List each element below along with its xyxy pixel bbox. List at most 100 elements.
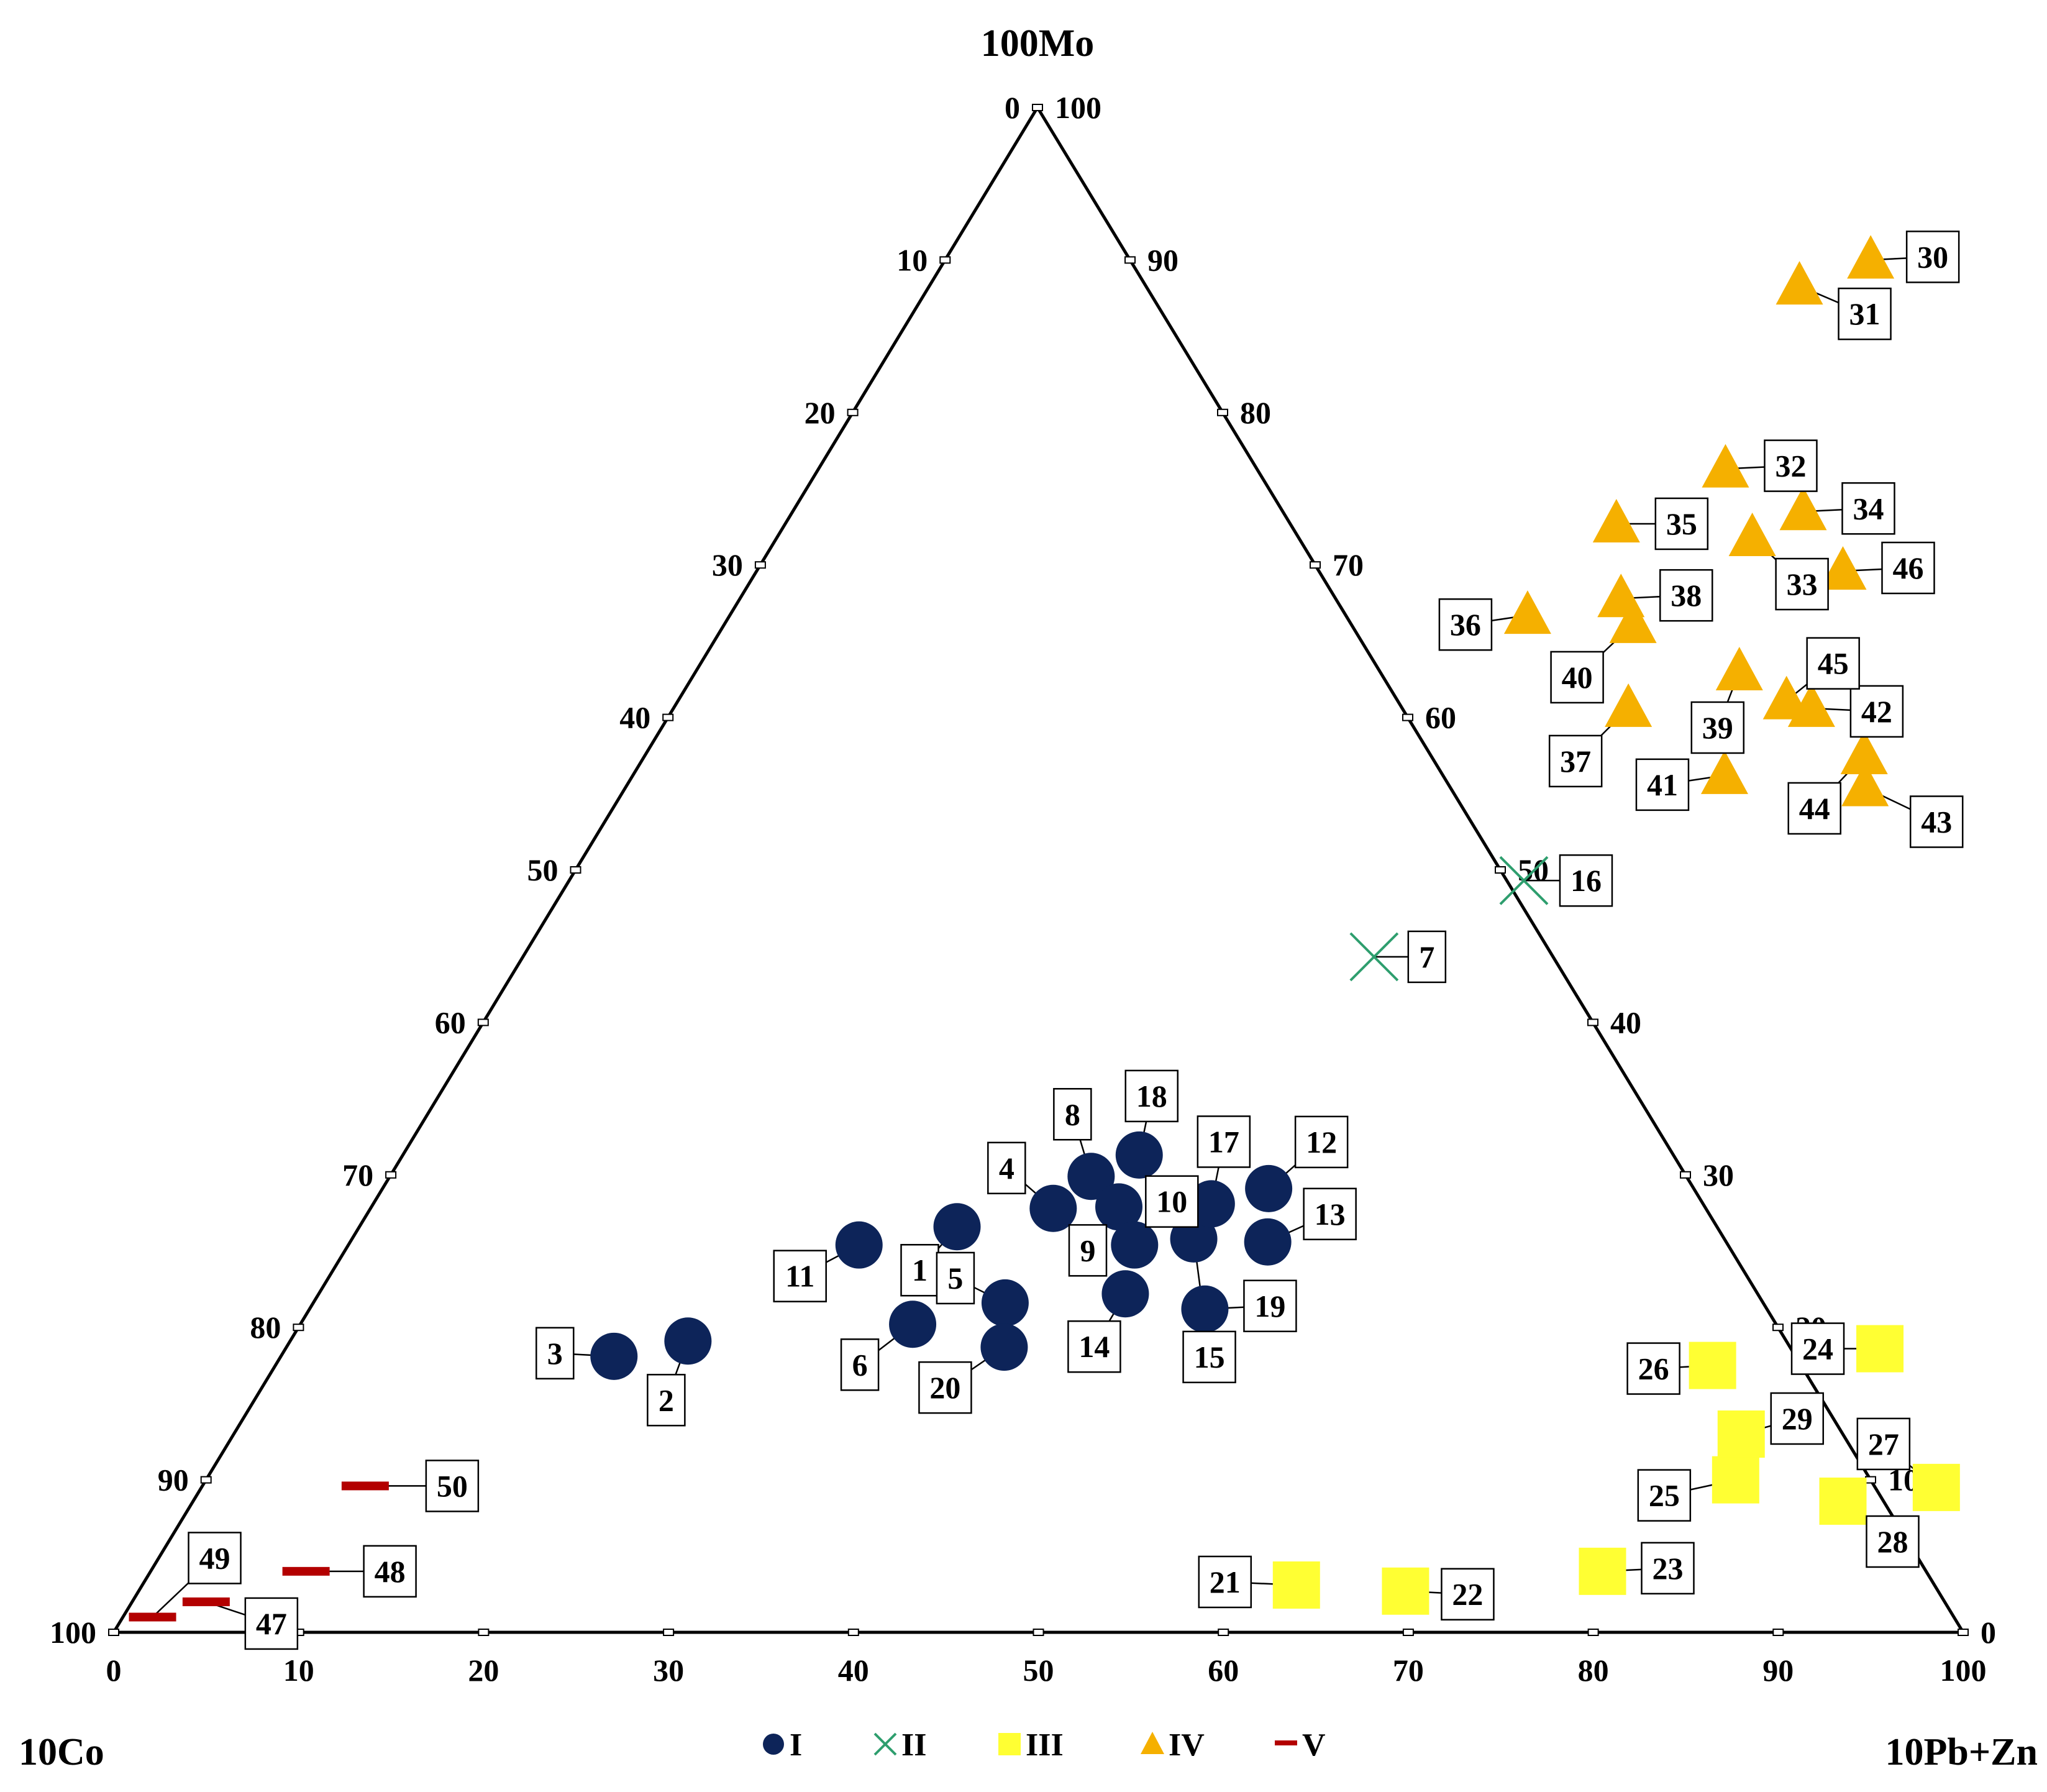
- marker-I-point-20: [980, 1323, 1028, 1371]
- label-box-41: [1635, 758, 1690, 811]
- left-axis-tick-mark: [847, 408, 859, 416]
- point-label-13: 13: [1315, 1197, 1346, 1232]
- point-label-27: 27: [1868, 1427, 1899, 1461]
- corner-label-right: 10Pb+Zn: [1885, 1731, 2038, 1773]
- bottom-axis-tick-mark: [478, 1629, 490, 1636]
- label-box-3: [536, 1327, 575, 1380]
- label-box-34: [1841, 482, 1895, 535]
- label-box-11: [773, 1250, 827, 1302]
- point-label-1: 1: [912, 1253, 928, 1287]
- label-box-15: [1182, 1330, 1236, 1384]
- label-box-22: [1441, 1568, 1495, 1621]
- left-axis-tick-mark: [200, 1476, 212, 1484]
- marker-I-point-3: [590, 1332, 638, 1380]
- label-box-46: [1881, 541, 1935, 595]
- point-label-34: 34: [1853, 491, 1884, 526]
- marker-IV-point-46: [1819, 546, 1867, 590]
- point-label-2: 2: [659, 1383, 674, 1417]
- label-box-29: [1770, 1392, 1825, 1445]
- right-axis-tick-label: 90: [1147, 242, 1179, 277]
- label-box-43: [1909, 795, 1964, 848]
- right-axis-tick-label: 30: [1703, 1158, 1734, 1192]
- left-axis-tick-label: 10: [896, 242, 928, 277]
- point-label-19: 19: [1254, 1289, 1285, 1323]
- marker-IV-point-37: [1605, 683, 1653, 727]
- marker-IV-point-40: [1609, 599, 1657, 643]
- marker-V-point-50: [341, 1481, 389, 1491]
- label-box-24: [1790, 1322, 1845, 1375]
- label-box-12: [1294, 1115, 1349, 1169]
- right-axis-tick-label: 40: [1610, 1005, 1641, 1040]
- point-label-29: 29: [1782, 1401, 1813, 1436]
- label-box-27: [1856, 1417, 1911, 1471]
- bottom-axis-tick-label: 80: [1578, 1653, 1609, 1688]
- point-label-33: 33: [1787, 567, 1818, 601]
- point-label-38: 38: [1671, 578, 1702, 613]
- label-box-30: [1905, 231, 1960, 283]
- marker-II-point-7: [1349, 932, 1399, 982]
- left-axis-tick-label: 50: [527, 853, 558, 887]
- legend-marker-square: [998, 1733, 1021, 1755]
- left-axis-tick-label: 0: [1005, 90, 1020, 125]
- label-box-38: [1659, 569, 1713, 622]
- right-axis-tick-mark: [1680, 1171, 1691, 1179]
- marker-III-point-22: [1382, 1567, 1429, 1615]
- marker-III-point-25: [1712, 1456, 1759, 1504]
- right-axis-tick-mark: [1495, 866, 1506, 874]
- point-label-39: 39: [1702, 710, 1733, 745]
- point-label-23: 23: [1652, 1551, 1683, 1586]
- point-label-18: 18: [1136, 1079, 1167, 1113]
- ternary-triangle-outline: [111, 104, 1966, 1634]
- label-box-42: [1849, 685, 1904, 738]
- point-label-5: 5: [947, 1261, 963, 1296]
- label-box-44: [1787, 782, 1841, 835]
- label-box-37: [1548, 734, 1603, 788]
- point-label-15: 15: [1194, 1340, 1225, 1374]
- marker-III-point-28: [1819, 1477, 1867, 1525]
- marker-IV-point-34: [1779, 487, 1827, 531]
- left-axis-tick-label: 80: [250, 1310, 281, 1345]
- point-label-21: 21: [1210, 1565, 1241, 1599]
- bottom-axis-tick-label: 30: [653, 1653, 684, 1688]
- left-axis-tick-label: 100: [50, 1615, 96, 1650]
- legend-item-I: I: [763, 1727, 802, 1763]
- label-box-28: [1866, 1515, 1920, 1568]
- right-axis-tick-label: 100: [1055, 90, 1101, 125]
- legend-item-II: II: [873, 1727, 926, 1763]
- label-box-35: [1654, 497, 1709, 551]
- label-box-39: [1690, 701, 1745, 754]
- left-axis-tick-label: 70: [342, 1158, 373, 1192]
- data-markers: [129, 235, 1960, 1622]
- point-label-20: 20: [929, 1370, 960, 1405]
- label-box-20: [918, 1361, 972, 1414]
- point-label-47: 47: [256, 1606, 287, 1641]
- point-label-36: 36: [1450, 607, 1481, 642]
- point-label-37: 37: [1560, 744, 1591, 779]
- right-axis-tick-label: 70: [1333, 547, 1364, 582]
- marker-I-point-14: [1101, 1270, 1149, 1318]
- label-box-7: [1407, 930, 1447, 984]
- label-box-5: [936, 1251, 975, 1305]
- label-box-36: [1438, 598, 1493, 651]
- marker-V-point-47: [182, 1597, 230, 1606]
- point-label-22: 22: [1452, 1577, 1483, 1612]
- right-axis-tick-mark: [1124, 256, 1136, 264]
- marker-III-point-27: [1912, 1463, 1960, 1511]
- label-box-40: [1550, 651, 1604, 704]
- marker-I-point-6: [889, 1301, 937, 1348]
- point-label-28: 28: [1877, 1524, 1908, 1559]
- marker-I-point-10: [1111, 1221, 1159, 1269]
- bottom-axis-tick-label: 0: [106, 1653, 122, 1688]
- point-label-46: 46: [1892, 551, 1923, 585]
- left-axis-tick-mark: [939, 256, 951, 264]
- point-label-25: 25: [1649, 1478, 1680, 1513]
- point-label-41: 41: [1647, 767, 1678, 802]
- point-label-49: 49: [199, 1540, 230, 1575]
- point-label-4: 4: [999, 1151, 1014, 1186]
- marker-III-point-24: [1856, 1325, 1904, 1373]
- marker-IV-point-41: [1700, 750, 1748, 794]
- marker-I-point-8: [1067, 1153, 1115, 1200]
- label-box-16: [1559, 854, 1613, 907]
- marker-II-point-16: [1499, 856, 1549, 905]
- marker-V-point-48: [282, 1566, 330, 1576]
